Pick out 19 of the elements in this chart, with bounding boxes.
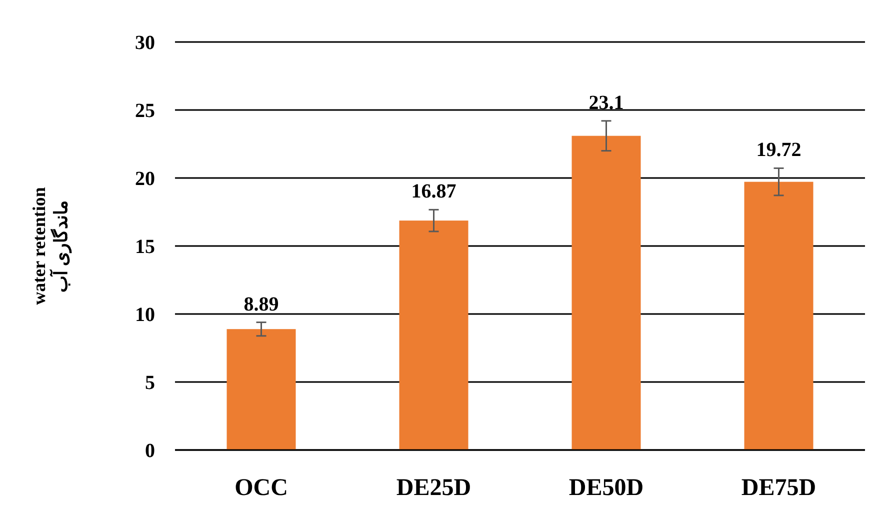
x-tick-label: OCC xyxy=(234,475,288,501)
y-tick-label: 5 xyxy=(145,372,155,394)
data-label: 8.89 xyxy=(244,293,279,316)
bar xyxy=(226,329,296,450)
data-label: 16.87 xyxy=(411,180,456,203)
x-tick-label: DE75D xyxy=(741,475,816,501)
y-tick-label: 15 xyxy=(135,236,155,258)
bar xyxy=(572,136,641,450)
y-tick-label: 0 xyxy=(145,440,155,462)
data-label: 23.1 xyxy=(588,92,624,114)
data-label: 19.72 xyxy=(756,139,802,162)
bar xyxy=(744,182,814,450)
y-tick-label: 20 xyxy=(135,168,155,190)
x-tick-label: DE50D xyxy=(568,475,644,501)
y-tick-label: 30 xyxy=(135,32,155,54)
bar xyxy=(399,220,468,450)
y-tick-label: 25 xyxy=(135,100,155,122)
y-tick-label: 10 xyxy=(135,304,155,326)
x-tick-label: DE25D xyxy=(396,475,472,501)
